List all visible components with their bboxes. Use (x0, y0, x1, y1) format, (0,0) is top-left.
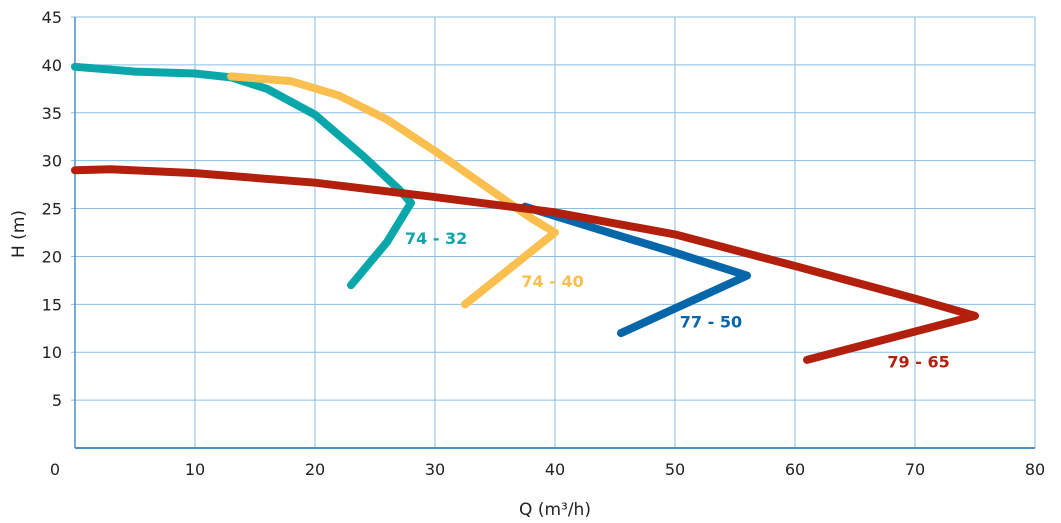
series-label: 74 - 40 (521, 272, 583, 291)
y-tick-label: 15 (42, 295, 62, 314)
series-line-74-40 (227, 72, 559, 309)
y-tick-label: 5 (52, 391, 62, 410)
x-axis-label: Q (m³/h) (519, 500, 591, 520)
y-tick-label: 35 (42, 104, 62, 123)
y-tick-label: 30 (42, 152, 62, 171)
series-lines (71, 62, 979, 364)
series-line-79-65 (71, 165, 979, 364)
x-tick-label: 40 (545, 460, 565, 479)
tick-labels: 0 10 20 30 40 50 60 70 80 5 10 15 20 25 30 35 40 45 (42, 8, 1046, 479)
series-label: 79 - 65 (887, 353, 949, 372)
y-axis-label: H (m) (9, 210, 29, 258)
x-tick-label: 0 (50, 460, 60, 479)
x-tick-label: 10 (185, 460, 205, 479)
x-tick-label: 70 (905, 460, 925, 479)
x-tick-label: 80 (1025, 460, 1045, 479)
y-tick-label: 40 (42, 56, 62, 75)
y-tick-label: 25 (42, 200, 62, 219)
series-labels: 74 - 32 74 - 40 77 - 50 79 - 65 (405, 229, 950, 372)
x-tick-label: 20 (305, 460, 325, 479)
y-tick-label: 45 (42, 8, 62, 27)
series-line-77-50 (521, 202, 751, 338)
x-tick-label: 50 (665, 460, 685, 479)
x-tick-label: 30 (425, 460, 445, 479)
y-tick-label: 20 (42, 247, 62, 266)
series-line-74-32 (71, 62, 415, 290)
x-tick-label: 60 (785, 460, 805, 479)
series-label: 74 - 32 (405, 229, 467, 248)
series-label: 77 - 50 (680, 312, 742, 331)
y-tick-label: 10 (42, 343, 62, 362)
